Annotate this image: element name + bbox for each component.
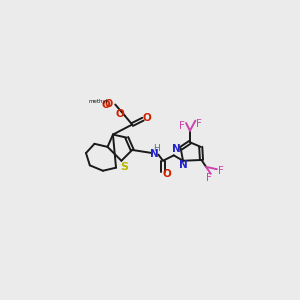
Text: O: O	[142, 113, 151, 123]
Text: F: F	[179, 121, 185, 131]
Text: N: N	[179, 160, 188, 170]
Text: O: O	[104, 99, 112, 109]
Text: F: F	[218, 166, 224, 176]
Text: O: O	[102, 100, 110, 110]
Text: S: S	[121, 162, 128, 172]
Text: H: H	[153, 144, 159, 153]
Text: F: F	[206, 173, 212, 183]
Text: N: N	[150, 149, 159, 159]
Text: O: O	[163, 169, 171, 179]
Text: N: N	[172, 144, 181, 154]
Text: O: O	[116, 109, 124, 119]
Text: methyl: methyl	[89, 99, 108, 104]
Text: F: F	[196, 119, 202, 129]
